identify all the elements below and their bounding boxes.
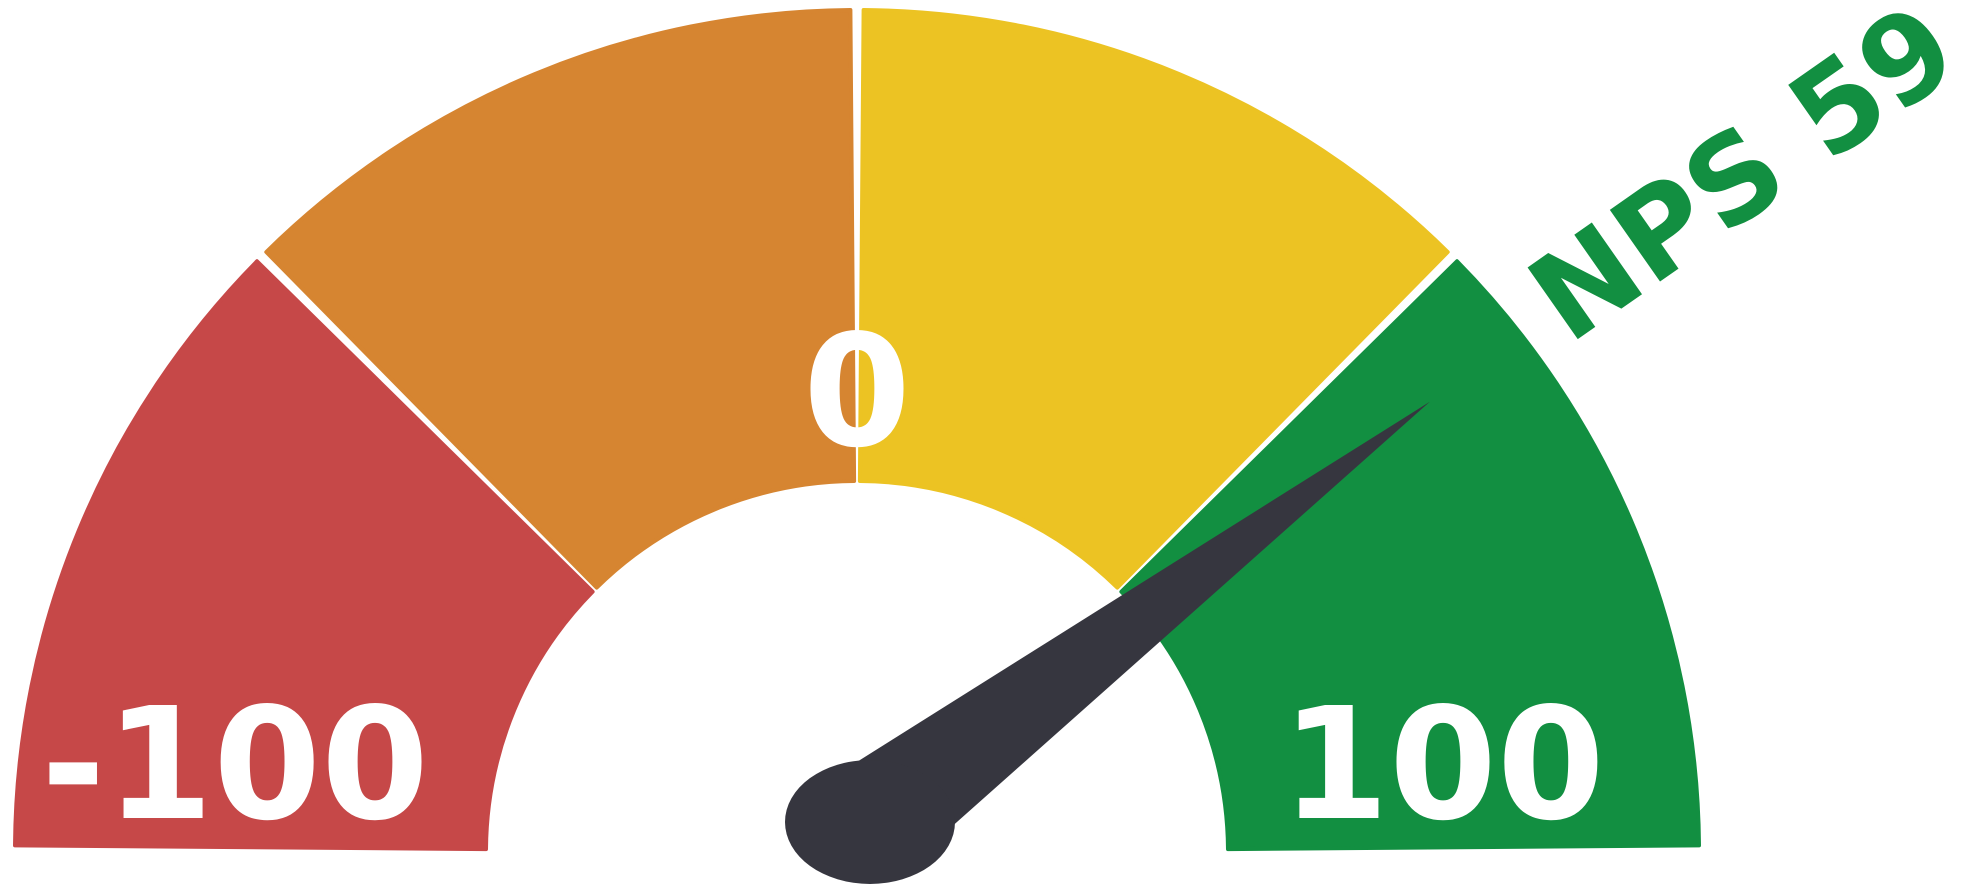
gauge-mid-label: 0 [803, 301, 911, 482]
gauge-segment-2 [264, 8, 857, 590]
gauge-needle [785, 401, 1430, 884]
nps-score-label: NPS 59 [1506, 0, 1980, 369]
gauge-segment-4 [1119, 259, 1701, 852]
gauge-segment-3 [857, 8, 1450, 590]
gauge-segments [13, 8, 1701, 852]
gauge-max-label: 100 [1281, 674, 1605, 855]
needle-hub [785, 760, 955, 884]
gauge-segment-1 [13, 259, 595, 852]
needle-blade [835, 401, 1430, 869]
nps-score-label-group: NPS 59 [1506, 0, 1980, 369]
gauge-min-label: -100 [41, 674, 429, 855]
